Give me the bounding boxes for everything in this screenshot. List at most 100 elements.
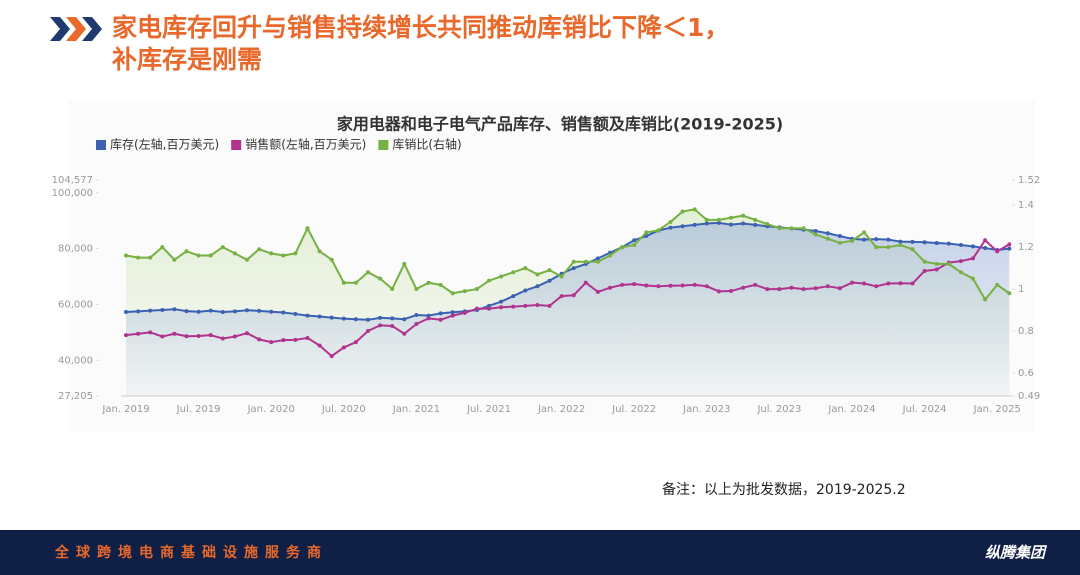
point [910, 247, 915, 252]
point [656, 284, 661, 289]
x-tick-label: Jan. 2019 [101, 404, 149, 415]
point [329, 257, 334, 262]
y2-tick-label: 1.4 [1018, 200, 1034, 211]
y-tick-label: 27,205 [58, 391, 93, 402]
point [438, 317, 443, 322]
point [583, 280, 588, 285]
note: 备注：以上为批发数据，2019-2025.2 [662, 481, 906, 498]
point [245, 331, 249, 336]
legend-swatch [231, 140, 242, 150]
point [620, 245, 625, 250]
point [874, 284, 879, 289]
series-line [125, 221, 1010, 321]
point [341, 316, 346, 321]
x-tick-label: Jul. 2024 [902, 404, 947, 415]
point [196, 333, 201, 338]
point [958, 259, 963, 264]
point [716, 220, 721, 225]
point [535, 303, 540, 308]
point [124, 309, 128, 314]
x-tick-label: Jan. 2021 [392, 404, 440, 415]
point [595, 259, 600, 264]
legend-swatch [378, 140, 389, 150]
point [136, 331, 141, 336]
y2-tick-label: 0.8 [1018, 326, 1034, 337]
x-tick-label: Jan. 2024 [827, 404, 875, 415]
slide-title: 补库存是刚需 [112, 45, 262, 74]
point [148, 308, 153, 313]
point [583, 259, 588, 264]
point [172, 307, 177, 312]
point [789, 285, 794, 290]
point [934, 241, 939, 246]
point [547, 278, 552, 283]
point [910, 281, 915, 286]
point [184, 334, 189, 339]
point [257, 337, 262, 342]
point [983, 246, 988, 251]
point [559, 274, 564, 279]
y2-tick-label: 1.2 [1018, 242, 1034, 253]
point [1007, 291, 1012, 296]
point [366, 317, 370, 322]
point [535, 272, 540, 277]
point [704, 221, 709, 226]
point [825, 236, 830, 241]
point [571, 259, 576, 264]
point [450, 310, 455, 315]
point [971, 276, 975, 281]
legend-label: 库存(左轴,百万美元) [110, 137, 219, 152]
point [886, 245, 891, 250]
point [716, 289, 721, 294]
point [958, 242, 963, 247]
chevrons [50, 17, 102, 41]
point [438, 282, 443, 287]
point [922, 240, 927, 245]
point [898, 239, 903, 244]
series-line [125, 239, 1010, 358]
point [559, 294, 564, 299]
point [535, 284, 540, 289]
point [765, 287, 770, 292]
point [608, 253, 612, 258]
point [523, 288, 528, 293]
point [813, 232, 818, 237]
point [680, 224, 685, 229]
x-tick-label: Jan. 2022 [537, 404, 585, 415]
point [971, 244, 975, 249]
point [232, 251, 237, 256]
point [245, 308, 249, 313]
point [257, 308, 262, 313]
point [426, 280, 431, 285]
point [499, 299, 504, 304]
point [487, 306, 491, 311]
point [281, 253, 286, 258]
point [995, 282, 1000, 287]
point [341, 345, 346, 350]
point [257, 247, 262, 252]
point [729, 289, 733, 294]
point [438, 311, 443, 316]
y-tick-label: 40,000 [58, 355, 93, 366]
point [741, 285, 746, 290]
point [753, 282, 758, 287]
point [692, 222, 697, 227]
point [353, 340, 358, 345]
series-line [125, 208, 1010, 301]
point [136, 255, 141, 260]
plot: 27,205 40,000 60,000 80,000 100,000 104,577 0.… [52, 137, 1041, 416]
point [462, 310, 467, 315]
point [632, 282, 637, 287]
point [753, 222, 758, 227]
point [741, 213, 746, 218]
point [837, 240, 842, 245]
x-tick-label: Jan. 2025 [973, 404, 1021, 415]
point [886, 281, 891, 286]
point [329, 354, 334, 359]
point [874, 245, 879, 250]
point [474, 306, 479, 311]
point [971, 256, 975, 261]
point [753, 217, 758, 222]
point [922, 259, 927, 264]
